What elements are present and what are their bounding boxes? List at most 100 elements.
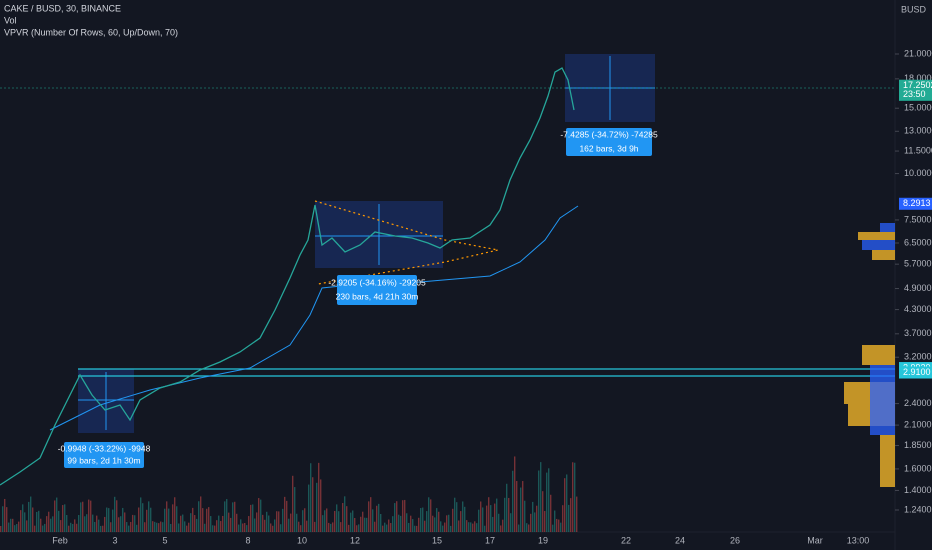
volume-bar xyxy=(470,522,472,532)
volume-bar xyxy=(218,515,220,532)
volume-bar xyxy=(144,522,146,532)
volume-bar xyxy=(2,506,4,532)
volume-bar xyxy=(564,478,566,532)
volume-bar xyxy=(206,508,208,532)
volume-bar xyxy=(310,463,312,532)
volume-bar xyxy=(16,523,18,532)
volume-bar xyxy=(48,511,50,532)
volume-bar xyxy=(408,522,410,532)
volume-bar xyxy=(14,525,16,532)
volume-bar xyxy=(446,515,448,532)
time-label: 15 xyxy=(432,535,442,545)
volume-bar xyxy=(180,515,182,532)
volume-bar xyxy=(432,515,434,532)
volume-bar xyxy=(352,510,354,532)
volume-bar xyxy=(76,523,78,532)
volume-bar xyxy=(372,509,374,532)
volume-bar xyxy=(226,499,228,532)
volume-bar xyxy=(42,525,44,532)
volume-bar xyxy=(294,487,296,532)
volume-bar xyxy=(444,522,446,532)
volume-bar xyxy=(34,525,36,532)
price-label: 7.5000 xyxy=(904,214,932,224)
volume-bar xyxy=(496,498,498,532)
volume-bar xyxy=(328,522,330,532)
volume-bar xyxy=(318,462,320,532)
currency[interactable]: BUSD xyxy=(901,4,927,14)
volume-bar xyxy=(244,522,246,532)
volume-bar xyxy=(10,518,12,532)
volume-bar xyxy=(104,516,106,532)
volume-bar xyxy=(464,506,466,532)
volume-bar xyxy=(134,515,136,532)
volume-bar xyxy=(78,514,80,532)
volume-bar xyxy=(276,511,278,532)
volume-bar xyxy=(366,517,368,532)
volume-bar xyxy=(124,512,126,532)
price-badge-label: 8.2913 xyxy=(903,198,931,208)
volume-bar xyxy=(314,521,316,532)
volume-bar xyxy=(140,497,142,532)
volume-bar xyxy=(422,507,424,532)
volume-bar xyxy=(26,520,28,532)
volume-bar xyxy=(96,515,98,532)
volume-bar xyxy=(170,523,172,532)
time-label: 19 xyxy=(538,535,548,545)
volume-bar xyxy=(530,513,532,532)
volume-bar xyxy=(326,508,328,532)
volume-bar xyxy=(380,513,382,532)
price-label: 1.4000 xyxy=(904,485,932,495)
volume-bar xyxy=(466,520,468,532)
volume-bar xyxy=(452,508,454,532)
volume-bar xyxy=(8,522,10,532)
volume-bar xyxy=(156,522,158,532)
price-label: 10.0000 xyxy=(904,168,932,178)
volume-bar xyxy=(476,523,478,532)
measure-label: -0.9948 (-33.22%) -9948 99 bars, 2d 1h 3… xyxy=(58,128,658,468)
volume-bar xyxy=(172,504,174,532)
volume-bar xyxy=(236,513,238,532)
volume-bar xyxy=(70,522,72,532)
volume-bar xyxy=(438,511,440,532)
volume-bar xyxy=(426,511,428,532)
volume-bar xyxy=(348,524,350,532)
volume-bar xyxy=(388,519,390,532)
volume-bar xyxy=(248,516,250,532)
volume-bar xyxy=(214,525,216,532)
volume-bar xyxy=(396,501,398,532)
volume-bar xyxy=(84,516,86,532)
volume-bar xyxy=(430,499,432,532)
volume-bar xyxy=(460,511,462,532)
volume-bar xyxy=(484,525,486,532)
volume-bar xyxy=(304,508,306,532)
price-label: 1.2400 xyxy=(904,504,932,514)
volume-bar xyxy=(504,497,506,532)
volume-bar xyxy=(210,516,212,532)
volume-bar xyxy=(534,512,536,532)
volume-bar xyxy=(492,516,494,532)
volume-bar xyxy=(312,477,314,532)
price-badge-label: 2.9100 xyxy=(903,367,931,377)
volume-bar xyxy=(162,522,164,532)
time-label: 17 xyxy=(485,535,495,545)
volume-bar xyxy=(152,521,154,532)
volume-bar xyxy=(66,515,68,532)
time-label: 12 xyxy=(350,535,360,545)
volume-bar xyxy=(480,501,482,532)
volume-bar xyxy=(58,510,60,532)
volume-bar xyxy=(190,513,192,532)
volume-bar xyxy=(566,474,568,532)
volume-bar xyxy=(574,462,576,532)
volume-bar xyxy=(458,520,460,532)
volume-bar xyxy=(342,503,344,532)
volume-bar xyxy=(222,515,224,532)
volume-bar xyxy=(238,524,240,532)
volume-bar xyxy=(410,515,412,532)
volume-bar xyxy=(302,510,304,532)
volume-bar xyxy=(0,526,2,532)
price-badge xyxy=(899,79,932,92)
volume-bar xyxy=(354,518,356,532)
volume-bar xyxy=(60,520,62,532)
volume-bar xyxy=(122,507,124,532)
volume-bar xyxy=(556,518,558,532)
